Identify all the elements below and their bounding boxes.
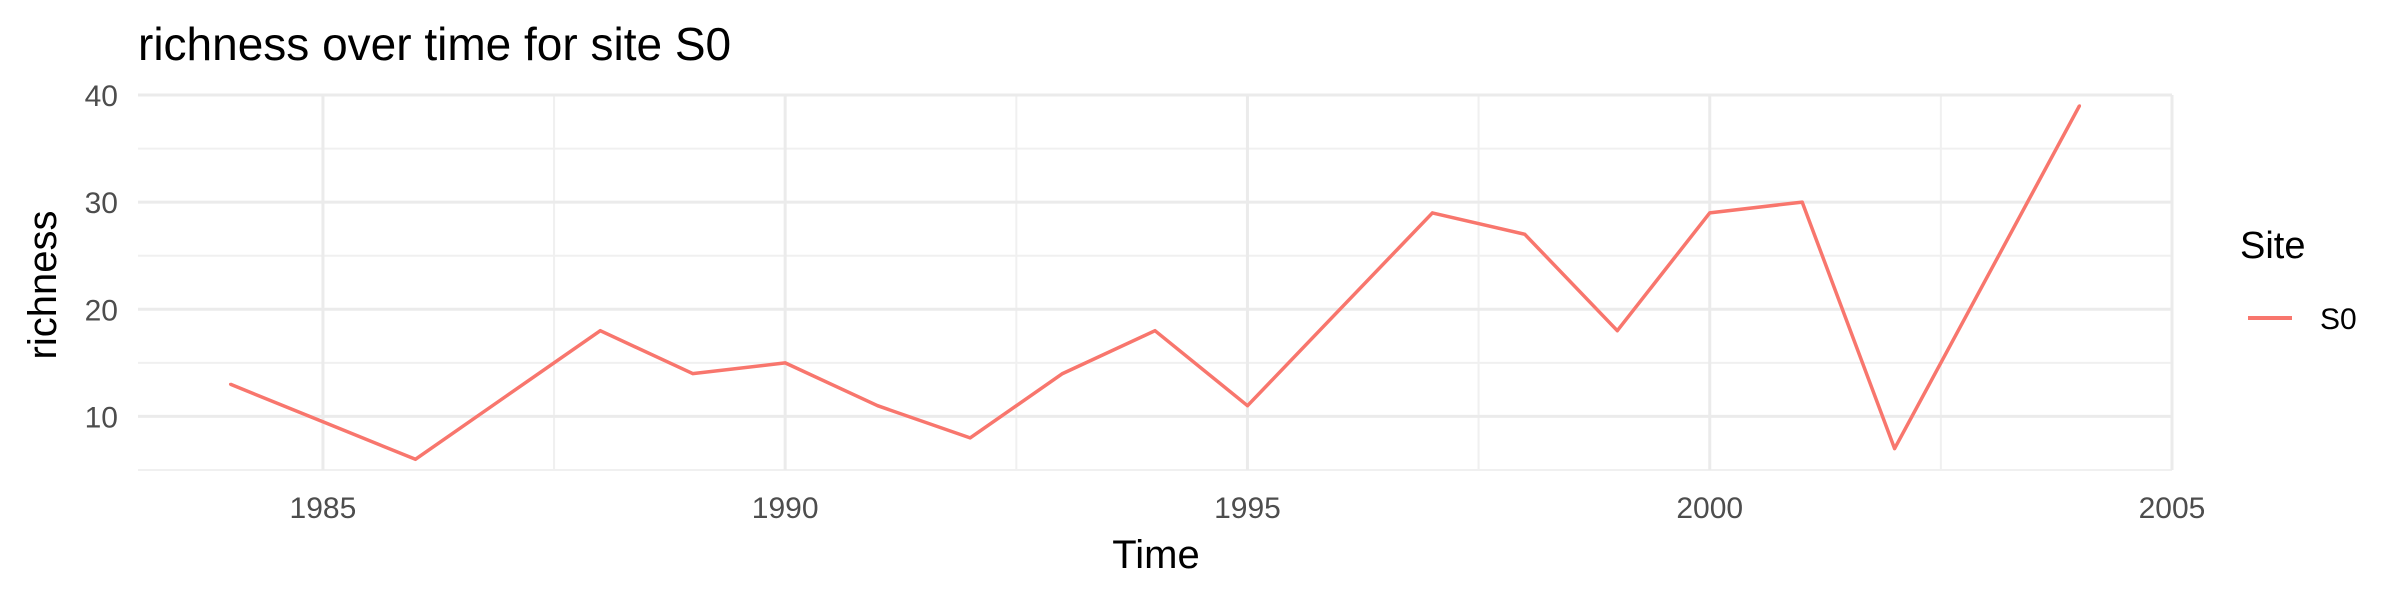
data-point xyxy=(1245,404,1249,408)
x-axis-title: Time xyxy=(1112,533,1199,577)
major-gridlines xyxy=(138,93,2174,470)
data-point xyxy=(228,382,232,386)
data-point xyxy=(783,361,787,365)
data-point xyxy=(1338,307,1342,311)
data-point xyxy=(1893,447,1897,451)
y-tick-label: 30 xyxy=(85,187,118,220)
y-tick-label: 10 xyxy=(85,401,118,434)
data-point xyxy=(598,329,602,333)
data-point xyxy=(413,457,417,461)
data-point xyxy=(1800,200,1804,204)
y-axis-title: richness xyxy=(21,211,65,360)
data-point xyxy=(876,404,880,408)
y-tick-label: 20 xyxy=(85,294,118,327)
x-tick-label: 1985 xyxy=(290,492,357,525)
data-point xyxy=(1430,211,1434,215)
data-point xyxy=(506,393,510,397)
data-point xyxy=(691,372,695,376)
y-axis-ticks: 10 20 30 40 xyxy=(85,80,118,434)
data-point xyxy=(1153,329,1157,333)
x-tick-label: 2000 xyxy=(1676,492,1743,525)
x-tick-label: 1995 xyxy=(1214,492,1281,525)
x-axis-ticks: 1985 1990 1995 2000 2005 xyxy=(290,492,2206,525)
data-point xyxy=(2078,104,2082,108)
y-tick-label: 40 xyxy=(85,80,118,113)
series-layer xyxy=(228,104,2082,462)
data-point xyxy=(1061,372,1065,376)
data-point xyxy=(1523,232,1527,236)
data-point xyxy=(321,420,325,424)
x-tick-label: 1990 xyxy=(752,492,819,525)
series-line-s0 xyxy=(229,104,2082,462)
x-tick-label: 2005 xyxy=(2139,492,2206,525)
legend: Site S0 xyxy=(2240,225,2357,336)
legend-title: Site xyxy=(2240,225,2305,267)
chart-title: richness over time for site S0 xyxy=(138,18,731,70)
minor-gridlines xyxy=(138,95,2172,471)
data-point xyxy=(968,436,972,440)
legend-label-s0: S0 xyxy=(2320,303,2357,336)
data-point xyxy=(1708,211,1712,215)
data-point xyxy=(1615,329,1619,333)
data-point xyxy=(1985,275,1989,279)
